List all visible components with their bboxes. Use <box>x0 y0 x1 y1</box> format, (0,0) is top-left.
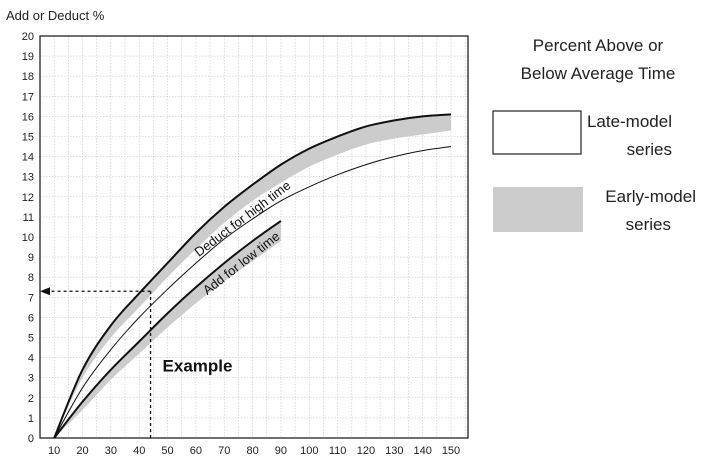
label-deduct-high-time: Deduct for high time <box>191 177 293 259</box>
example-annotation: Example <box>40 287 232 438</box>
y-tick-label: 20 <box>22 31 34 43</box>
legend-label-late-model-line2: series <box>627 140 672 159</box>
x-tick-label: 140 <box>413 445 431 457</box>
y-tick-label: 6 <box>28 312 34 324</box>
x-tick-label: 40 <box>133 445 145 457</box>
x-tick-label: 20 <box>76 445 88 457</box>
legend-label-early-model-line1: Early-model <box>605 187 696 206</box>
y-tick-label: 5 <box>28 333 34 345</box>
legend-swatch-late-model <box>492 110 582 155</box>
y-tick-label: 8 <box>28 272 34 284</box>
plot-frame <box>39 35 469 439</box>
band-low <box>54 220 281 438</box>
x-tick-label: 150 <box>442 445 460 457</box>
y-tick-label: 14 <box>22 152 34 164</box>
y-tick-label: 19 <box>22 51 34 63</box>
y-tick-label: 15 <box>22 132 34 144</box>
band-edge-high <box>53 113 452 439</box>
x-tick-label: 30 <box>105 445 117 457</box>
legend-label-early-model-line2: series <box>626 215 671 234</box>
axes: 10 20 30 40 50 60 70 80 90 100 110 120 130 140 1500123… <box>22 31 469 457</box>
y-tick-label: 2 <box>28 393 34 405</box>
x-tick-label: 60 <box>190 445 202 457</box>
x-tick-label: 110 <box>329 445 347 457</box>
legend: Percent Above or Below Average Time Late-m… <box>492 36 696 234</box>
x-tick-label: 80 <box>246 445 258 457</box>
y-tick-label: 3 <box>28 373 34 385</box>
band-edge-low <box>53 220 282 439</box>
y-tick-label: 4 <box>28 353 34 365</box>
lines <box>53 146 452 439</box>
example-label: Example <box>163 357 233 376</box>
legend-title-line1: Percent Above or <box>533 36 664 55</box>
example-arrowhead <box>40 287 50 296</box>
y-axis-title: Add or Deduct % <box>6 8 105 23</box>
y-tick-label: 7 <box>28 292 34 304</box>
late-model-line <box>53 146 452 439</box>
x-tick-label: 10 <box>48 445 60 457</box>
y-tick-label: 17 <box>22 91 34 103</box>
y-tick-label: 11 <box>23 212 34 224</box>
y-tick-label: 10 <box>22 232 34 244</box>
y-tick-label: 18 <box>22 71 34 83</box>
legend-swatch-early-model <box>493 187 583 232</box>
x-tick-label: 120 <box>357 445 375 457</box>
x-tick-label: 100 <box>300 445 318 457</box>
y-tick-label: 13 <box>22 172 34 184</box>
legend-title-line2: Below Average Time <box>521 64 676 83</box>
y-tick-label: 12 <box>22 192 34 204</box>
x-tick-label: 70 <box>218 445 230 457</box>
x-tick-label: 50 <box>161 445 173 457</box>
y-tick-label: 9 <box>28 252 34 264</box>
y-tick-label: 16 <box>22 111 34 123</box>
legend-label-late-model-line1: Late-model <box>587 112 672 131</box>
bands <box>53 113 452 439</box>
x-tick-label: 130 <box>385 445 403 457</box>
x-tick-label: 90 <box>275 445 287 457</box>
y-tick-label: 1 <box>28 413 34 425</box>
y-tick-label: 0 <box>28 433 34 445</box>
